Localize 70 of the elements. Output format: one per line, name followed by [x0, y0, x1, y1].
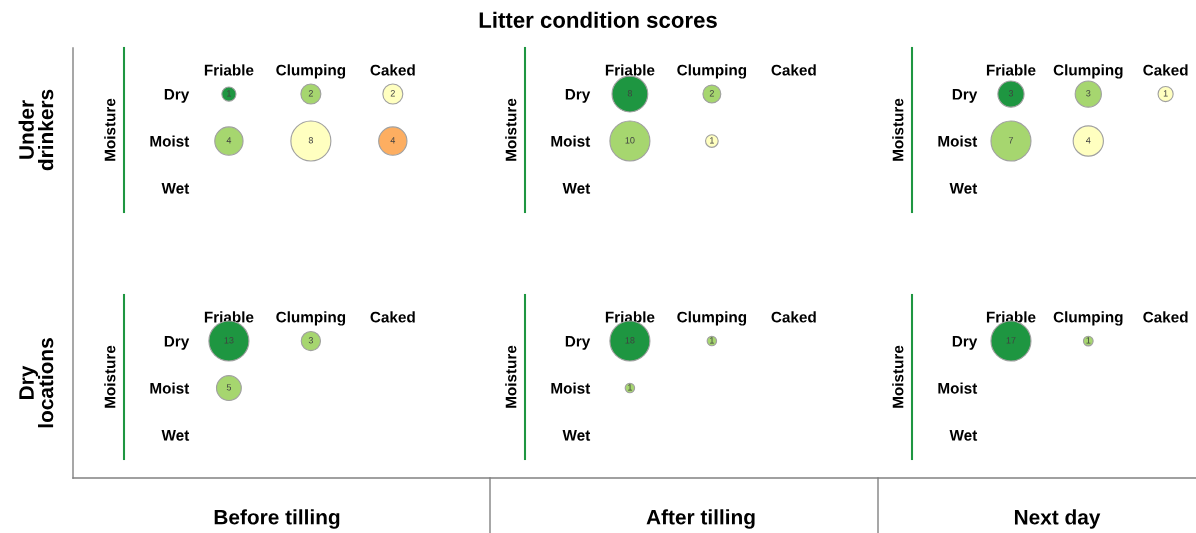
- data-label: 18: [625, 337, 635, 344]
- text: Moisture: [104, 345, 116, 408]
- text: After tilling: [646, 509, 755, 529]
- data-label: 4: [1085, 137, 1091, 144]
- category-label: Friable: [986, 311, 1036, 323]
- category-label: Friable: [204, 64, 254, 76]
- data-label: 2: [709, 90, 714, 97]
- data-label: 17: [1006, 337, 1016, 344]
- category-label: Wet: [161, 430, 190, 441]
- data-label: 13: [224, 337, 234, 344]
- text: Moisture: [892, 98, 904, 161]
- category-label: Wet: [562, 183, 591, 194]
- category-label: Dry: [952, 89, 978, 103]
- category-label: Friable: [605, 311, 655, 323]
- category-label: Moist: [551, 382, 591, 394]
- data-label: 1: [710, 337, 714, 344]
- category-label: Moist: [150, 382, 190, 394]
- category-label: Dry: [565, 336, 591, 350]
- data-label: 2: [390, 90, 395, 97]
- text: Next day: [1014, 509, 1101, 529]
- category-label: Clumping: [276, 64, 346, 79]
- data-label: 4: [390, 137, 396, 144]
- category-label: Clumping: [677, 64, 747, 79]
- text: Moisture: [892, 345, 904, 408]
- data-label: 10: [625, 137, 635, 144]
- category-label: Dry: [952, 336, 978, 350]
- data-label: 8: [627, 90, 633, 97]
- category-label: Clumping: [677, 311, 747, 326]
- category-label: Moist: [150, 135, 190, 147]
- text: Under drinkers: [18, 89, 54, 171]
- data-label: 3: [308, 337, 313, 344]
- data-label: 4: [226, 137, 232, 144]
- text: Dry locations: [19, 338, 54, 428]
- data-label: 3: [1086, 90, 1091, 97]
- category-label: Caked: [1143, 64, 1188, 76]
- category-label: Wet: [562, 430, 591, 441]
- data-label: 3: [1008, 90, 1014, 97]
- text: Litter condition scores: [479, 11, 717, 28]
- category-label: Wet: [949, 183, 978, 194]
- data-label: 8: [308, 137, 313, 144]
- text: Moisture: [505, 345, 517, 408]
- category-label: Dry: [164, 336, 190, 350]
- category-label: Wet: [161, 183, 190, 194]
- data-label: 1: [1163, 90, 1168, 97]
- data-label: 2: [308, 90, 313, 97]
- category-label: Caked: [370, 64, 415, 76]
- category-label: Friable: [605, 64, 655, 76]
- category-label: Moist: [938, 382, 978, 394]
- text: Moisture: [505, 98, 517, 161]
- text: Moisture: [104, 98, 116, 161]
- category-label: Friable: [986, 64, 1036, 76]
- category-label: Caked: [771, 311, 816, 323]
- category-label: Friable: [204, 311, 254, 323]
- category-label: Wet: [949, 430, 978, 441]
- text: Before tilling: [214, 509, 340, 529]
- category-label: Clumping: [1053, 64, 1123, 79]
- category-label: Caked: [370, 311, 415, 323]
- category-label: Dry: [164, 89, 190, 103]
- category-label: Caked: [771, 64, 816, 76]
- data-label: 7: [1008, 137, 1014, 144]
- data-label: 1: [628, 384, 632, 391]
- category-label: Caked: [1143, 311, 1188, 323]
- category-label: Moist: [551, 135, 591, 147]
- data-label: 5: [226, 384, 232, 391]
- data-label: 1: [1086, 337, 1091, 344]
- data-label: 1: [710, 137, 714, 144]
- category-label: Dry: [565, 89, 591, 103]
- category-label: Clumping: [276, 311, 346, 326]
- category-label: Clumping: [1053, 311, 1123, 326]
- category-label: Moist: [938, 135, 978, 147]
